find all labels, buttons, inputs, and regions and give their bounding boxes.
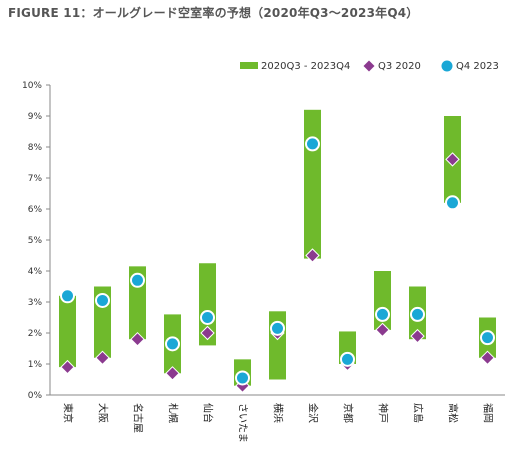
x-category-label: 高松	[447, 403, 460, 423]
q4-2023-marker	[95, 292, 110, 308]
figure-title: FIGURE 11：オールグレード空室率の予想（2020年Q3～2023年Q4）	[8, 6, 419, 20]
x-category-label: 東京	[62, 403, 75, 423]
q3-2020-marker	[60, 359, 75, 375]
q4-2023-marker	[340, 351, 355, 367]
y-tick-label: 4%	[28, 267, 43, 277]
q3-2020-marker	[165, 366, 180, 381]
q4-2023-marker	[60, 288, 75, 304]
y-tick-label: 2%	[28, 329, 43, 339]
x-axis: 東京 大阪 名古屋 札幌 仙台 さいたま 横浜 金沢 京都 神戸 広島 高松 福岡	[50, 394, 505, 443]
q3-2020-marker	[445, 152, 460, 167]
x-category-label: 札幌	[167, 403, 180, 423]
y-tick-label: 3%	[28, 298, 43, 308]
range-bar	[199, 263, 216, 346]
legend-label-q3-2020: Q3 2020	[378, 61, 421, 72]
q3-2020-marker	[95, 350, 110, 366]
legend-swatch-range	[240, 62, 258, 69]
y-tick-label: 7%	[28, 174, 43, 184]
x-category-label: 広島	[412, 403, 425, 423]
legend-swatch-q3-2020	[363, 60, 375, 72]
y-tick-label: 9%	[28, 112, 43, 122]
q4-2023-marker	[270, 320, 285, 336]
q4-2023-marker	[130, 272, 145, 288]
x-category-label: 金沢	[307, 403, 320, 423]
x-category-label: 横浜	[272, 403, 285, 423]
point-markers	[60, 136, 495, 393]
y-tick-label: 5%	[28, 236, 43, 246]
y-tick-label: 10%	[22, 81, 42, 91]
q4-2023-marker	[480, 330, 495, 346]
y-tick-label: 8%	[28, 143, 43, 153]
x-category-label: 大阪	[97, 403, 110, 423]
y-tick-label: 0%	[28, 391, 43, 401]
q4-2023-marker	[445, 195, 460, 211]
legend-label-range: 2020Q3 - 2023Q4	[261, 61, 350, 72]
chart-legend: 2020Q3 - 2023Q4 Q3 2020 Q4 2023	[240, 60, 499, 72]
y-tick-label: 6%	[28, 205, 43, 215]
q3-2020-marker	[375, 322, 390, 338]
x-category-label: さいたま	[237, 403, 249, 443]
q4-2023-marker	[200, 310, 215, 325]
x-category-label: 名古屋	[132, 403, 145, 433]
q4-2023-marker	[305, 136, 320, 152]
q4-2023-marker	[410, 306, 425, 322]
legend-swatch-q4-2023	[441, 60, 453, 72]
q4-2023-marker	[235, 370, 250, 386]
x-category-label: 神戸	[377, 403, 390, 423]
q3-2020-marker	[130, 331, 145, 347]
q3-2020-marker	[200, 325, 215, 341]
y-tick-label: 1%	[28, 360, 43, 370]
legend-label-q4-2023: Q4 2023	[456, 61, 499, 72]
q3-2020-marker	[305, 248, 320, 263]
range-bar	[304, 109, 321, 259]
q3-2020-marker	[410, 328, 425, 344]
q4-2023-marker	[375, 306, 390, 322]
x-category-label: 京都	[342, 403, 355, 423]
range-bar	[59, 295, 76, 368]
range-bars	[59, 109, 496, 386]
x-category-label: 仙台	[202, 403, 215, 423]
q3-2020-marker	[480, 350, 495, 366]
y-axis: 0% 1% 2% 3% 4% 5% 6% 7% 8% 9% 10%	[22, 81, 51, 401]
q4-2023-marker	[165, 336, 180, 352]
x-category-label: 福岡	[482, 403, 495, 423]
